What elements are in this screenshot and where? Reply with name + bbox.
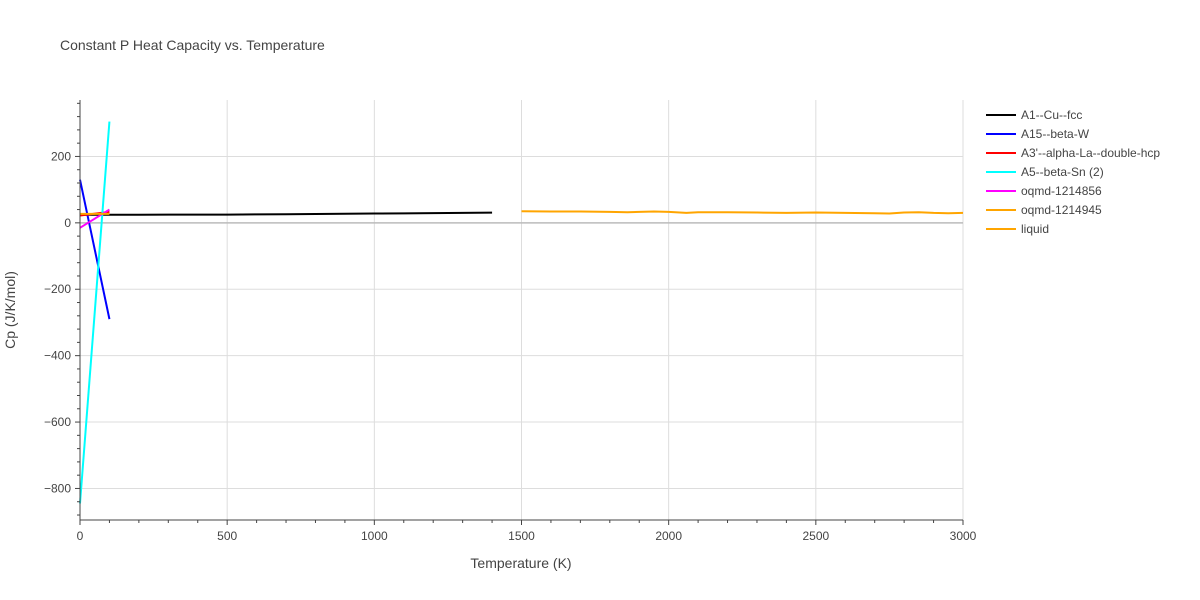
legend-label-6: liquid xyxy=(1021,222,1049,236)
y-tick-label-2: −400 xyxy=(44,349,71,363)
chart-title: Constant P Heat Capacity vs. Temperature xyxy=(60,37,325,53)
x-tick-label-4: 2000 xyxy=(655,529,682,543)
series-line-6 xyxy=(521,210,964,215)
legend-label-5: oqmd-1214945 xyxy=(1021,203,1102,217)
y-tick-label-5: 200 xyxy=(51,149,71,163)
series-line-0 xyxy=(80,211,493,216)
legend-item-0[interactable]: A1--Cu--fcc xyxy=(986,108,1082,122)
x-axis-ticks: 0 500 1000 1500 2000 2500 3000 xyxy=(77,520,977,543)
series-line-3 xyxy=(79,121,111,504)
x-tick-label-2: 1000 xyxy=(361,529,388,543)
y-tick-label-0: −800 xyxy=(44,481,71,495)
x-tick-label-5: 2500 xyxy=(802,529,829,543)
y-tick-label-4: 0 xyxy=(64,216,71,230)
series-line-1 xyxy=(79,179,111,320)
x-tick-label-6: 3000 xyxy=(950,529,977,543)
legend-label-0: A1--Cu--fcc xyxy=(1021,108,1082,122)
grid-lines xyxy=(80,100,964,520)
legend-item-4[interactable]: oqmd-1214856 xyxy=(986,184,1102,198)
x-axis-label: Temperature (K) xyxy=(470,555,571,571)
legend-label-2: A3'--alpha-La--double-hcp xyxy=(1021,146,1160,160)
y-tick-label-3: −200 xyxy=(44,282,71,296)
y-axis-label: Cp (J/K/mol) xyxy=(2,271,18,349)
legend-item-2[interactable]: A3'--alpha-La--double-hcp xyxy=(986,146,1160,160)
legend-item-6[interactable]: liquid xyxy=(986,222,1049,236)
legend-item-3[interactable]: A5--beta-Sn (2) xyxy=(986,165,1104,179)
legend-label-4: oqmd-1214856 xyxy=(1021,184,1102,198)
x-tick-label-1: 500 xyxy=(217,529,237,543)
x-tick-label-0: 0 xyxy=(77,529,84,543)
legend-item-1[interactable]: A15--beta-W xyxy=(986,127,1090,141)
series-line-4 xyxy=(79,208,110,229)
x-tick-label-3: 1500 xyxy=(508,529,535,543)
legend[interactable]: A1--Cu--fcc A15--beta-W A3'--alpha-La--dou… xyxy=(986,108,1160,236)
legend-label-3: A5--beta-Sn (2) xyxy=(1021,165,1104,179)
legend-label-1: A15--beta-W xyxy=(1021,127,1090,141)
y-axis-ticks: −800 −600 −400 −200 0 200 xyxy=(44,102,80,516)
legend-item-5[interactable]: oqmd-1214945 xyxy=(986,203,1102,217)
series-lines xyxy=(79,121,964,504)
y-tick-label-1: −600 xyxy=(44,415,71,429)
